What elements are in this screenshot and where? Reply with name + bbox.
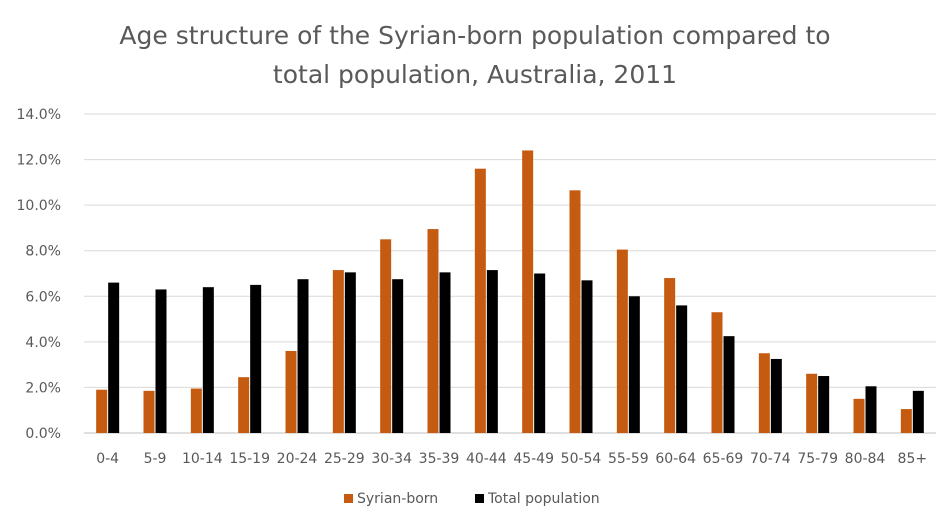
bar-syrian-born-85plus <box>900 409 912 433</box>
bar-syrian-born-20-24 <box>285 350 297 433</box>
x-tick-label: 20-24 <box>277 451 318 467</box>
x-tick-label: 55-59 <box>608 451 649 467</box>
bar-total-population-10-14 <box>202 287 214 433</box>
bar-total-population-60-64 <box>676 305 688 433</box>
legend-label-syrian-born: Syrian-born <box>357 491 438 507</box>
bar-total-population-75-79 <box>818 376 830 433</box>
bar-syrian-born-70-74 <box>758 353 770 433</box>
bar-total-population-45-49 <box>534 273 546 433</box>
bar-total-population-25-29 <box>344 272 356 433</box>
bar-syrian-born-80-84 <box>853 398 865 433</box>
legend-swatch-syrian-born <box>344 494 353 503</box>
bar-syrian-born-60-64 <box>664 278 676 433</box>
chart-title-line-2: total population, Australia, 2011 <box>273 60 677 89</box>
x-tick-label: 30-34 <box>371 451 412 467</box>
x-tick-label: 10-14 <box>182 451 223 467</box>
bar-total-population-30-34 <box>392 279 404 433</box>
bar-syrian-born-40-44 <box>474 168 486 433</box>
x-tick-label: 45-49 <box>513 451 554 467</box>
y-tick-label: 10.0% <box>17 198 61 214</box>
bar-total-population-80-84 <box>865 386 877 433</box>
y-tick-label: 6.0% <box>25 289 61 305</box>
x-tick-label: 5-9 <box>144 451 167 467</box>
x-tick-label: 35-39 <box>419 451 460 467</box>
x-tick-label: 85+ <box>898 451 928 467</box>
bar-syrian-born-50-54 <box>569 190 581 433</box>
bar-syrian-born-10-14 <box>190 388 202 433</box>
bar-total-population-0-4 <box>108 282 120 433</box>
bars <box>96 150 924 433</box>
bar-total-population-20-24 <box>297 279 309 433</box>
bar-total-population-40-44 <box>486 270 498 433</box>
bar-syrian-born-0-4 <box>96 389 108 433</box>
x-tick-label: 75-79 <box>797 451 838 467</box>
bar-syrian-born-5-9 <box>143 390 155 433</box>
y-tick-label: 8.0% <box>25 244 61 260</box>
y-tick-label: 0.0% <box>25 426 61 442</box>
legend-swatch-total-population <box>475 494 484 503</box>
x-tick-label: 50-54 <box>561 451 602 467</box>
bar-syrian-born-55-59 <box>616 249 628 433</box>
bar-syrian-born-35-39 <box>427 229 439 433</box>
legend: Syrian-born Total population <box>344 491 600 507</box>
legend-label-total-population: Total population <box>487 491 600 507</box>
bar-total-population-35-39 <box>439 272 451 433</box>
x-tick-label: 15-19 <box>229 451 270 467</box>
bar-total-population-70-74 <box>770 358 782 433</box>
bar-total-population-15-19 <box>250 284 262 433</box>
bar-total-population-5-9 <box>155 289 167 433</box>
x-axis: 0-4 5-9 10-14 15-19 20-24 25-29 30-34 35-39 40-4… <box>96 451 927 467</box>
bar-total-population-85plus <box>912 390 924 433</box>
bar-syrian-born-15-19 <box>238 377 250 433</box>
x-tick-label: 80-84 <box>845 451 886 467</box>
x-tick-label: 25-29 <box>324 451 365 467</box>
bar-syrian-born-30-34 <box>380 239 392 433</box>
gridlines <box>84 113 936 434</box>
bar-syrian-born-25-29 <box>332 270 344 433</box>
y-tick-label: 14.0% <box>17 107 61 123</box>
y-tick-label: 12.0% <box>17 153 61 169</box>
chart-title-line-1: Age structure of the Syrian-born populat… <box>119 21 830 50</box>
bar-total-population-50-54 <box>581 280 593 433</box>
x-tick-label: 0-4 <box>96 451 119 467</box>
x-tick-label: 65-69 <box>703 451 744 467</box>
bar-syrian-born-45-49 <box>522 150 534 433</box>
bar-syrian-born-65-69 <box>711 312 723 433</box>
bar-syrian-born-75-79 <box>806 373 818 433</box>
bar-total-population-65-69 <box>723 336 735 433</box>
y-tick-label: 4.0% <box>25 335 61 351</box>
x-tick-label: 70-74 <box>750 451 791 467</box>
y-axis: 0.0% 2.0% 4.0% 6.0% 8.0% 10.0% 12.0% 14.0% <box>17 107 61 442</box>
bar-total-population-55-59 <box>628 296 640 433</box>
x-tick-label: 40-44 <box>466 451 507 467</box>
y-tick-label: 2.0% <box>25 380 61 396</box>
x-tick-label: 60-64 <box>655 451 696 467</box>
